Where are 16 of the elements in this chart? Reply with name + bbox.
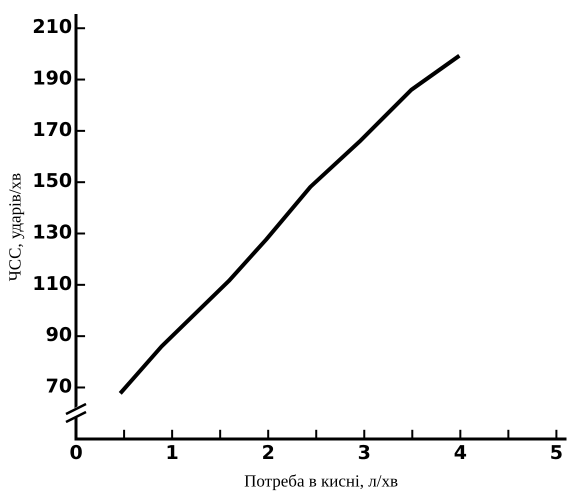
y-tick-label: 130 <box>32 221 72 244</box>
y-tick-label: 150 <box>32 170 72 192</box>
y-axis-title: ЧСС, ударів/хв <box>6 172 25 282</box>
y-tick-label: 90 <box>46 324 72 346</box>
x-tick-label: 4 <box>454 442 467 464</box>
x-tick-label: 3 <box>358 442 371 464</box>
x-tick-label: 5 <box>550 442 564 464</box>
x-tick-label: 0 <box>69 442 83 464</box>
y-tick-label: 170 <box>32 118 72 141</box>
x-tick-label: 1 <box>166 442 179 464</box>
x-tick-label: 2 <box>262 442 275 464</box>
y-tick-label: 190 <box>32 67 72 90</box>
x-axis-title: Потреба в кисні, л/хв <box>244 471 398 490</box>
y-tick-label: 70 <box>46 375 72 398</box>
y-tick-label: 210 <box>32 16 72 38</box>
y-tick-label: 110 <box>32 272 72 295</box>
